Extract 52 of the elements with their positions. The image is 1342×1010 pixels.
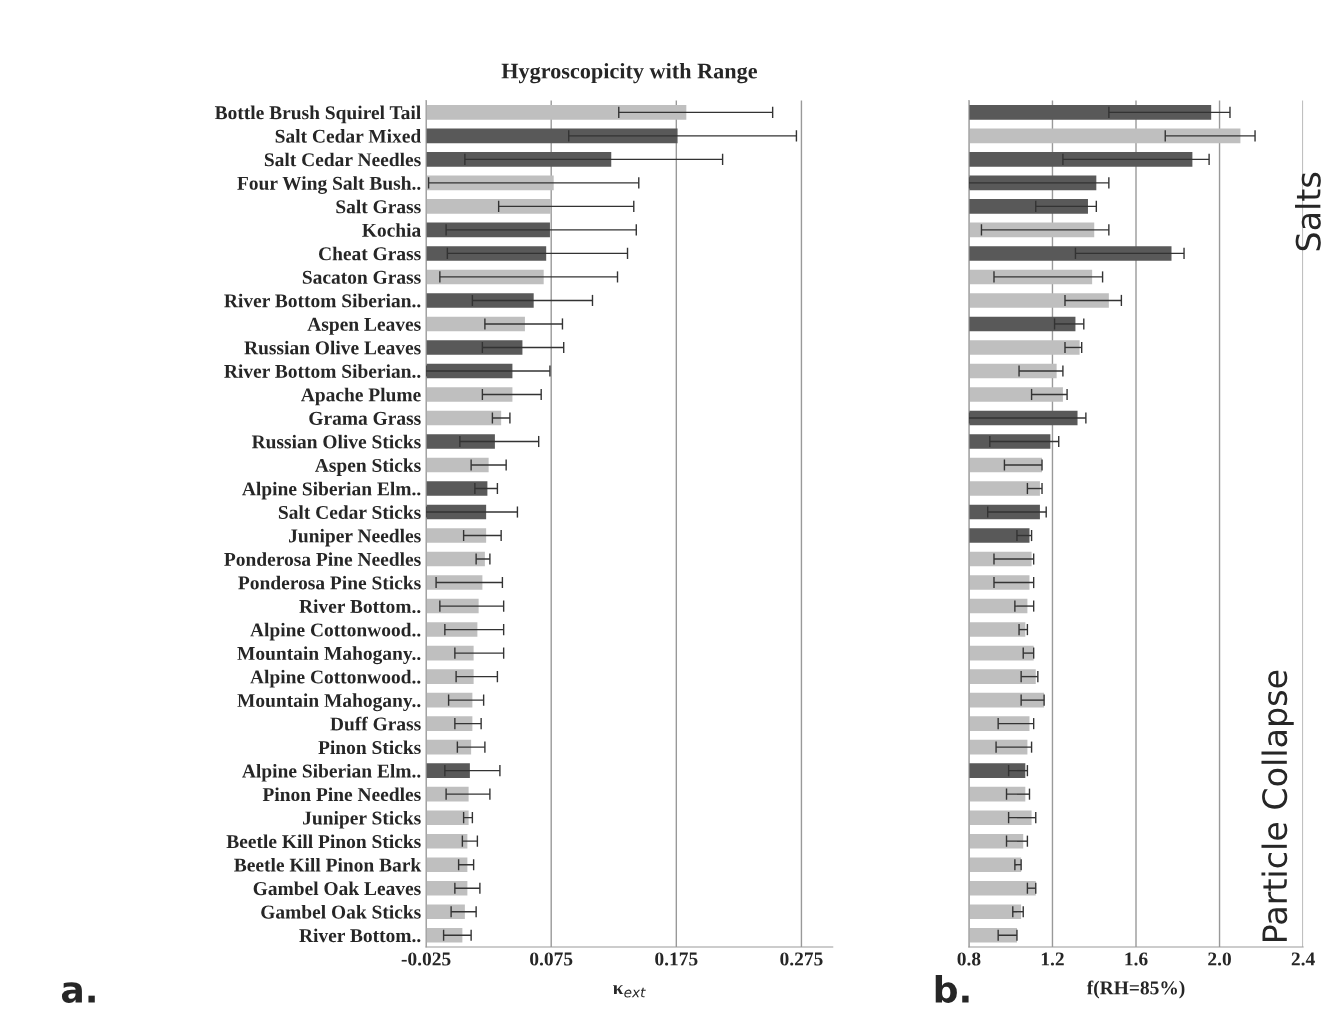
y-tick-label: Gambel Oak Sticks [261,904,421,919]
y-tick-label: River Bottom Siberian.. [224,293,421,308]
y-tick-label: Mountain Mahogany.. [237,646,421,665]
y-tick-label: Russian Olive Sticks [251,434,421,449]
y-tick-label: Salt Cedar Needles [264,152,421,167]
y-tick-label: Sacaton Grass [302,270,421,284]
y-tick-label: Alpine Siberian Elm.. [242,481,421,500]
x-tick-label: 1.2 [1041,952,1064,966]
y-tick-label: Beetle Kill Pinon Bark [234,857,422,872]
y-tick-label: Juniper Sticks [303,810,421,829]
x-axis-title: f(RH=85%) [1086,980,1185,999]
x-tick-label: 2.0 [1208,952,1231,966]
x-tick-label: 2.4 [1291,952,1315,966]
y-tick-label: Apache Plume [300,387,421,406]
annotation: Particle Collapse [1261,670,1294,942]
y-tick-label: Gambel Oak Leaves [253,881,421,896]
y-tick-label: River Bottom Siberian.. [224,364,421,378]
y-tick-label: Cheat Grass [319,246,421,261]
y-tick-label: Juniper Needles [289,528,421,547]
annotation: Salts [1295,172,1321,251]
text: b. [935,975,969,1003]
y-tick-label: Duff Grass [330,716,421,731]
x-tick-label: -0.025 [401,952,451,966]
x-axis-title: κ$_{ext}$ [613,985,646,998]
y-tick-label: Pinon Pine Needles [262,787,421,802]
y-tick-label: Pinon Sticks [318,740,421,755]
y-tick-label: Ponderosa Pine Sticks [238,575,421,590]
y-tick-label: River Bottom.. [299,928,421,943]
y-tick-label: Alpine Cottonwood.. [250,622,421,641]
y-tick-label: Alpine Cottonwood.. [250,669,421,688]
y-tick-label: Alpine Siberian Elm.. [242,763,421,782]
y-tick-label: Russian Olive Leaves [244,340,421,355]
y-tick-label: Salt Grass [336,199,421,214]
y-tick-label: Beetle Kill Pinon Sticks [226,834,421,849]
y-tick-label: Mountain Mahogany.. [237,693,421,712]
y-tick-label: Salt Cedar Sticks [278,505,421,519]
x-tick-label: 1.6 [1125,952,1148,966]
y-tick-label: River Bottom.. [299,599,421,614]
y-tick-label: Kochia [362,223,421,237]
y-tick-label: Ponderosa Pine Needles [224,552,421,566]
y-tick-label: Four Wing Salt Bush.. [237,176,421,194]
chart-title: Hygroscopicity with Range [501,62,758,84]
x-tick-label: 0.275 [780,952,823,966]
y-tick-label: Aspen Sticks [314,458,421,476]
y-tick-label: Aspen Leaves [307,317,421,335]
y-tick-label: Salt Cedar Mixed [275,129,422,143]
text: a. [61,982,95,1003]
y-tick-label: Grama Grass [309,411,421,425]
x-tick-label: 0.8 [957,952,981,966]
x-tick-label: 0.175 [655,952,698,966]
x-tick-label: 0.075 [530,952,573,966]
y-tick-label: Bottle Brush Squirel Tail [214,105,421,124]
